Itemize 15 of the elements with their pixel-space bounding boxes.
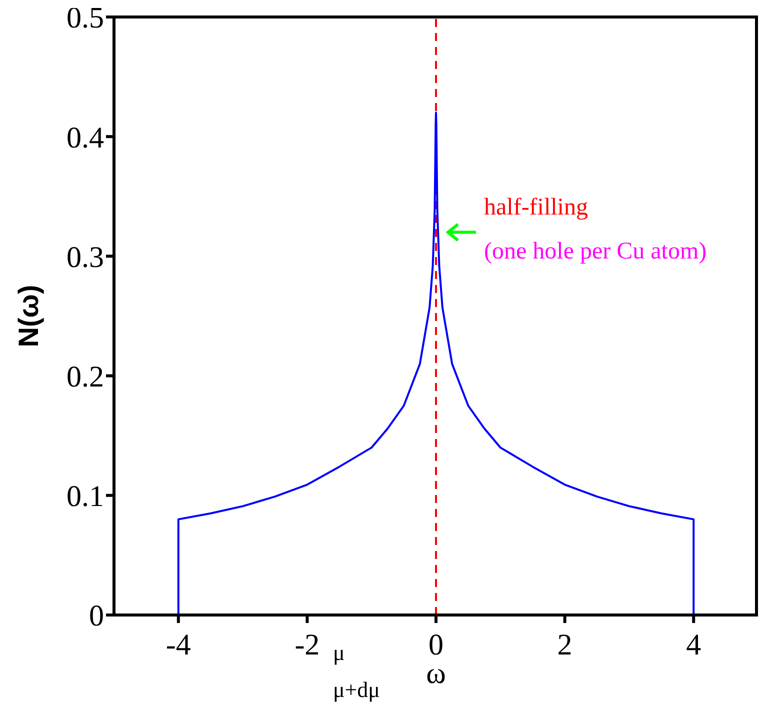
x-tick-label: 2 (557, 628, 572, 662)
y-tick-label: 0.2 (66, 360, 104, 394)
text: μ (332, 640, 345, 665)
annotation: (one hole per Cu atom) (484, 238, 707, 264)
y-tick-label: 0.5 (66, 2, 104, 35)
y-tick-label: 0.3 (66, 240, 104, 274)
y-tick-label: 0.4 (66, 121, 104, 154)
text: μ+dμ (332, 677, 380, 702)
y-axis-title: N(ω) (13, 284, 44, 348)
x-tick-label: -4 (166, 628, 191, 662)
y-tick-label: 0 (89, 600, 104, 633)
x-tick-label: -2 (294, 628, 320, 662)
y-tick-label: 0.1 (66, 480, 104, 514)
annotation: half-filling (484, 194, 588, 220)
x-tick-label: 4 (686, 628, 702, 662)
